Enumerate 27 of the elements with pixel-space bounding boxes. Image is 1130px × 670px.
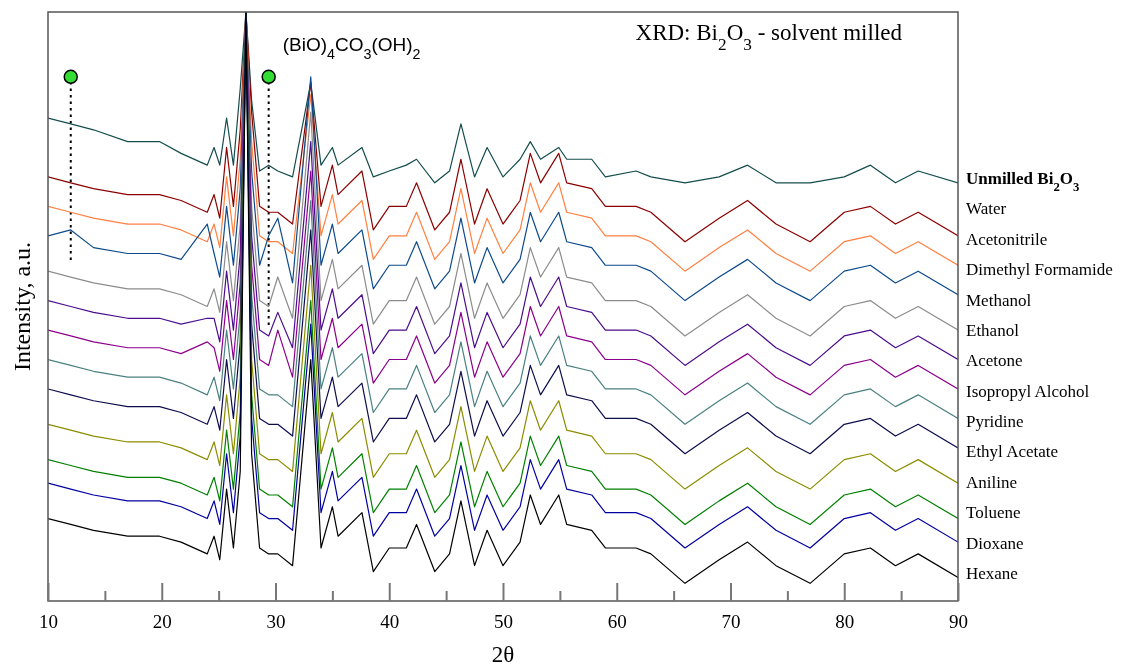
series-label: Dimethyl Formamide (966, 260, 1113, 280)
y-axis-title: Intensity, a.u. (9, 241, 35, 372)
x-tick-label: 40 (380, 611, 400, 633)
x-tick-label: 60 (607, 611, 627, 633)
series-label: Acetone (966, 351, 1023, 371)
annotation: (BiO)$_{4}$CO$_{3}$(OH)$_{2}$ (282, 33, 421, 62)
x-tick-label: 10 (39, 611, 58, 633)
x-tick-label: 50 (494, 611, 513, 633)
series-label: Dioxane (966, 533, 1024, 553)
series-label: Ethanol (966, 320, 1020, 340)
series-label: Methanol (966, 290, 1032, 310)
series-label: Hexane (966, 564, 1018, 583)
x-tick-label: 20 (152, 611, 172, 633)
series-label: Acetonitrile (966, 229, 1048, 249)
text: XRD: Bi$_{2}$O$_{3}$ - solvent milled (635, 20, 903, 54)
x-tick-label: 80 (835, 611, 855, 633)
series-label: Isopropyl Alcohol (966, 381, 1090, 401)
series-label: Ethyl Acetate (966, 442, 1059, 462)
series-label: Aniline (966, 472, 1017, 492)
x-axis-title: 2θ (491, 642, 515, 667)
x-tick-label: 30 (266, 611, 286, 633)
x-tick-label: 70 (721, 611, 741, 633)
series-label: Unmilled Bi$_{2}$O$_{3}$ (966, 169, 1080, 194)
text: Water (966, 199, 1007, 219)
series-label: Toluene (966, 503, 1021, 523)
x-tick-label: 90 (949, 611, 968, 633)
series-label: Pyridine (966, 412, 1024, 432)
